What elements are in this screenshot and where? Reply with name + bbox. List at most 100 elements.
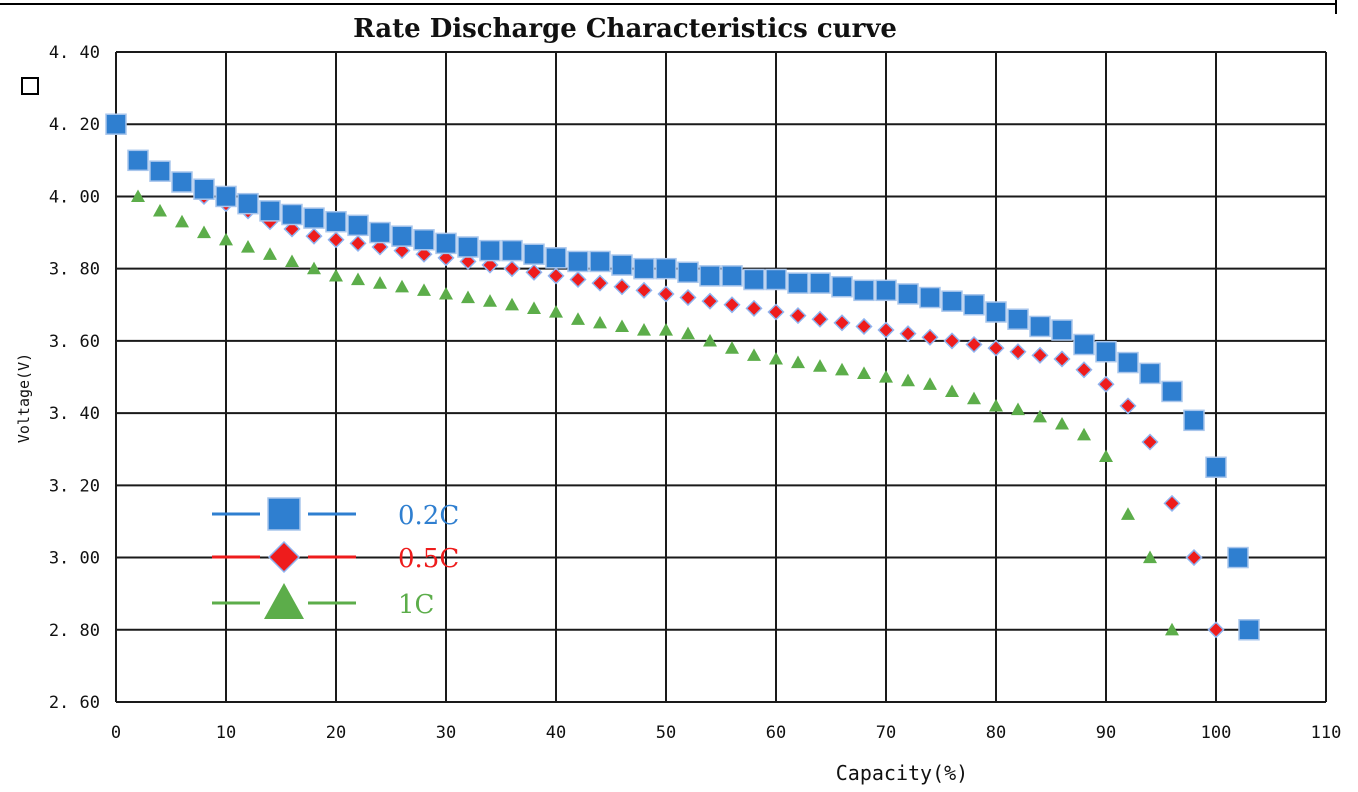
- legend: 0.2C 0.5C 1C: [212, 497, 459, 620]
- x-tick-label: 10: [216, 723, 236, 743]
- data-point-diamond: [503, 260, 521, 278]
- x-tick-label: 80: [986, 723, 1006, 743]
- data-point-triangle: [175, 214, 189, 228]
- data-point-diamond: [965, 335, 983, 354]
- data-point-diamond: [547, 267, 565, 285]
- y-tick-label: 4. 40: [49, 43, 100, 63]
- data-point-square: [171, 171, 193, 193]
- data-point-triangle: [659, 323, 673, 336]
- data-point-triangle: [1099, 449, 1113, 463]
- data-point-square: [1007, 308, 1029, 330]
- legend-marker-square: [267, 497, 301, 531]
- series-0_5C: [195, 187, 1225, 639]
- data-point-triangle: [131, 189, 145, 203]
- data-point-square: [1073, 333, 1095, 356]
- x-tick-label: 90: [1096, 723, 1116, 743]
- data-point-triangle: [747, 348, 761, 361]
- data-point-triangle: [989, 398, 1003, 412]
- data-point-triangle: [219, 232, 233, 246]
- legend-label: 0.5C: [398, 544, 459, 574]
- data-point-square: [633, 257, 655, 280]
- data-point-square: [1095, 340, 1117, 363]
- x-tick-label: 0: [111, 723, 121, 743]
- data-point-triangle: [1165, 622, 1179, 636]
- data-point-square: [325, 210, 347, 233]
- data-point-square: [787, 272, 809, 294]
- data-point-diamond: [943, 332, 961, 350]
- x-tick-label: 50: [656, 723, 676, 743]
- data-point-triangle: [417, 283, 431, 296]
- y-tick-label: 2. 80: [49, 621, 100, 641]
- data-point-diamond: [877, 321, 895, 339]
- data-point-diamond: [745, 299, 763, 317]
- data-point-triangle: [879, 370, 893, 383]
- data-point-square: [457, 236, 479, 258]
- data-point-diamond: [767, 303, 785, 321]
- data-point-triangle: [241, 240, 255, 253]
- data-point-triangle: [791, 355, 805, 369]
- data-point-diamond: [679, 288, 697, 307]
- data-point-square: [347, 214, 369, 237]
- x-tick-label: 70: [876, 723, 896, 743]
- data-point-triangle: [307, 261, 321, 275]
- data-point-diamond: [811, 310, 829, 328]
- data-point-triangle: [571, 312, 585, 325]
- data-point-square: [963, 294, 985, 316]
- data-point-square: [435, 232, 457, 255]
- data-point-square: [193, 178, 215, 200]
- data-point-triangle: [637, 323, 651, 336]
- data-point-square: [1238, 619, 1260, 641]
- data-point-triangle: [329, 268, 343, 282]
- data-point-triangle: [1055, 416, 1069, 430]
- data-point-square: [1029, 315, 1051, 338]
- data-point-diamond: [723, 296, 741, 314]
- data-point-triangle: [1033, 409, 1047, 423]
- y-tick-labels: 2. 60 2. 80 3. 00 3. 20 3. 40 3. 60 3. 80 4. 00…: [49, 43, 100, 713]
- x-axis-label: Capacity(%): [836, 761, 968, 785]
- y-tick-label: 2. 60: [49, 693, 100, 713]
- data-point-square: [985, 301, 1007, 323]
- data-point-triangle: [351, 272, 365, 286]
- data-point-diamond: [569, 270, 587, 289]
- data-point-square: [369, 221, 391, 244]
- data-point-diamond: [1141, 433, 1159, 451]
- data-point-square: [1183, 409, 1205, 432]
- data-point-square: [809, 272, 831, 294]
- data-point-diamond: [635, 281, 653, 299]
- chart-title: Rate Discharge Characteristics curve: [353, 14, 897, 44]
- data-point-diamond: [1163, 494, 1181, 512]
- data-point-square: [567, 250, 589, 273]
- data-point-triangle: [505, 297, 519, 311]
- grid: [115, 51, 1327, 703]
- y-tick-label: 4. 00: [49, 187, 100, 207]
- checkbox-icon: [21, 77, 39, 95]
- data-point-triangle: [813, 359, 827, 372]
- data-point-diamond: [1075, 361, 1093, 379]
- data-point-diamond: [789, 307, 807, 325]
- data-point-triangle: [461, 290, 475, 304]
- data-point-square: [1117, 351, 1139, 374]
- data-point-diamond: [437, 249, 455, 267]
- data-point-square: [523, 243, 545, 265]
- y-tick-label: 4. 20: [49, 115, 100, 135]
- data-point-diamond: [701, 292, 719, 310]
- data-point-square: [897, 283, 919, 305]
- data-point-square: [391, 225, 413, 247]
- data-point-square: [237, 192, 259, 215]
- data-point-square: [1205, 456, 1227, 479]
- data-point-square: [545, 247, 567, 269]
- data-point-square: [941, 290, 963, 312]
- data-point-square: [589, 250, 611, 273]
- data-point-diamond: [1119, 397, 1137, 415]
- legend-entry: 1C: [212, 583, 434, 620]
- data-point-triangle: [263, 247, 277, 260]
- data-point-triangle: [483, 294, 497, 307]
- data-point-diamond: [591, 274, 609, 292]
- data-point-triangle: [945, 384, 959, 398]
- data-point-square: [1161, 380, 1183, 403]
- data-point-triangle: [857, 366, 871, 379]
- data-point-square: [765, 268, 787, 291]
- x-tick-label: 60: [766, 723, 786, 743]
- data-point-diamond: [1053, 350, 1071, 368]
- data-point-square: [875, 279, 897, 302]
